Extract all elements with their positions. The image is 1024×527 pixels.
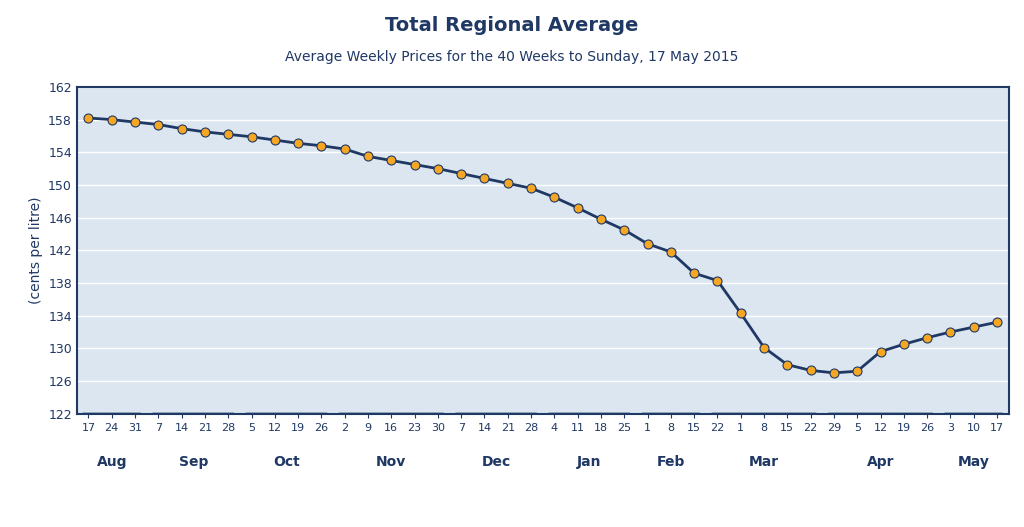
Point [569,203,586,212]
Text: May: May [957,455,989,470]
Point [244,133,260,141]
Point [151,120,167,129]
Point [849,367,865,375]
Point [523,184,540,192]
Point [407,160,423,169]
Point [710,276,726,285]
Point [500,179,516,188]
Y-axis label: (cents per litre): (cents per litre) [29,197,43,304]
Point [803,366,819,375]
Point [383,157,399,165]
Text: Aug: Aug [96,455,127,470]
Point [80,114,96,122]
Point [546,193,562,201]
Point [593,215,609,223]
Point [290,139,306,148]
Point [220,130,237,139]
Text: Dec: Dec [481,455,511,470]
Point [989,318,1006,326]
Point [779,360,796,369]
Point [266,136,283,144]
Point [103,115,120,124]
Text: Mar: Mar [749,455,779,470]
Point [173,124,189,133]
Text: Nov: Nov [376,455,407,470]
Point [756,343,772,352]
Point [476,174,493,183]
Point [337,145,353,153]
Point [639,240,655,248]
Point [313,142,330,150]
Text: Apr: Apr [866,455,894,470]
Text: Total Regional Average: Total Regional Average [385,16,639,35]
Text: Average Weekly Prices for the 40 Weeks to Sunday, 17 May 2015: Average Weekly Prices for the 40 Weeks t… [286,50,738,64]
Point [453,169,469,178]
Point [686,269,702,277]
Point [919,334,935,342]
Text: Sep: Sep [178,455,208,470]
Point [872,347,889,356]
Text: Jan: Jan [578,455,601,470]
Point [127,118,143,126]
Text: Oct: Oct [273,455,300,470]
Point [430,164,446,173]
Point [359,152,376,161]
Point [896,340,912,348]
Point [732,309,749,317]
Text: Feb: Feb [656,455,685,470]
Point [942,328,958,336]
Point [197,128,213,136]
Point [616,226,633,234]
Point [663,248,679,256]
Point [966,323,982,331]
Point [825,369,842,377]
